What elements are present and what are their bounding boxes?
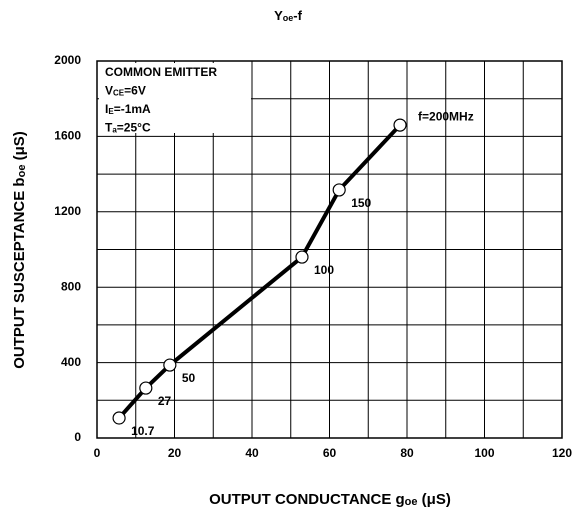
chart-title-part: oe (283, 13, 294, 23)
point-label: 100 (314, 263, 334, 277)
data-point (295, 250, 309, 264)
data-point (163, 358, 177, 372)
x-tick-label: 0 (94, 446, 101, 460)
annotation-part: =6V (124, 84, 146, 98)
data-point (393, 118, 407, 132)
y-tick-label: 400 (61, 355, 81, 369)
chart-title-part: Y (274, 8, 283, 23)
chart-title: Yoe-f (274, 8, 303, 23)
annotation-part: E (108, 107, 114, 116)
annotation: COMMON EMITTER (105, 65, 217, 79)
x-tick-label: 80 (400, 446, 414, 460)
annotation: IE=-1mA (105, 102, 151, 116)
annotation-part: CE (113, 89, 125, 98)
annotation-part: =25°C (117, 121, 151, 135)
series-line (117, 123, 402, 420)
annotation-part: I (105, 102, 108, 116)
annotation-part: T (105, 121, 113, 135)
x-axis-label-part: OUTPUT CONDUCTANCE g (209, 491, 405, 508)
x-tick-label: 120 (552, 446, 572, 460)
y-tick-label: 2000 (54, 53, 81, 67)
data-point (332, 183, 346, 197)
x-axis-label: OUTPUT CONDUCTANCE goe (μS) (209, 491, 451, 508)
y-tick-label: 1200 (54, 204, 81, 218)
data-point (112, 411, 126, 425)
y-axis-label-part: OUTPUT SUSCEPTANCE b (11, 177, 28, 368)
point-label: 10.7 (131, 424, 155, 438)
point-label: 150 (351, 196, 371, 210)
y-tick-label: 800 (61, 279, 81, 293)
annotation-part: V (105, 84, 113, 98)
x-tick-label: 20 (168, 446, 182, 460)
y-axis-label-part: oe (16, 165, 28, 178)
y-axis-label: OUTPUT SUSCEPTANCE boe (μS) (11, 131, 28, 369)
y-tick-label: 1600 (54, 129, 81, 143)
annotation: Ta=25°C (105, 121, 151, 135)
x-tick-label: 100 (474, 446, 494, 460)
x-tick-label: 60 (323, 446, 337, 460)
y-tick-label: 0 (74, 430, 81, 444)
x-axis-label-part: (μS) (418, 491, 451, 508)
data-point (139, 381, 153, 395)
x-tick-label: 40 (245, 446, 259, 460)
annotation-bg (99, 63, 251, 133)
annotation-part: =-1mA (114, 102, 151, 116)
annotation: VCE=6V (105, 84, 146, 98)
annotation-part: a (112, 126, 117, 135)
chart-title-part: -f (293, 8, 302, 23)
point-label: f=200MHz (418, 109, 474, 123)
plot-frame (96, 60, 563, 439)
annotation-part: COMMON EMITTER (105, 65, 217, 79)
point-label: 50 (182, 371, 196, 385)
point-label: 27 (158, 394, 172, 408)
y-axis-label-part: (μS) (11, 131, 28, 164)
x-axis-label-part: oe (405, 496, 418, 508)
